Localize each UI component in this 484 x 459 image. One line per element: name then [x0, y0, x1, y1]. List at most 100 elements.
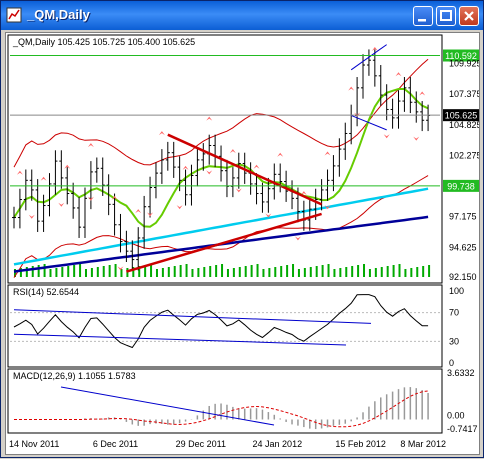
volume-bar [55, 268, 58, 277]
volume-bar [428, 265, 431, 277]
volume-bar [327, 264, 330, 277]
fractal-up-marker [182, 165, 189, 170]
fractal-up-marker [158, 131, 165, 136]
trendline-blue-top [350, 44, 387, 71]
volume-bar [37, 265, 40, 277]
fractal-up-marker [300, 191, 307, 196]
price-tick-label: 102.275 [449, 150, 479, 160]
price-bar [272, 163, 277, 200]
volume-bar [155, 269, 158, 277]
chart-window-icon [6, 7, 22, 23]
macd-tick-label: 3.6332 [447, 368, 475, 378]
fractal-down-marker [176, 205, 183, 210]
minimize-button[interactable] [413, 6, 433, 26]
price-bar [325, 169, 330, 201]
price-bar [94, 157, 99, 183]
price-bar [183, 169, 188, 206]
macd-signal-line [14, 390, 429, 428]
close-button[interactable] [459, 6, 479, 26]
title-bar[interactable]: _QM,Daily [1, 1, 483, 30]
price-bar [266, 177, 271, 213]
price-bar [384, 84, 389, 121]
price-bar [307, 198, 312, 231]
price-bar [53, 150, 58, 195]
price-bar [378, 65, 383, 106]
trendline-up-red [126, 212, 322, 273]
volume-bar [262, 269, 265, 277]
fractal-down-marker [294, 236, 301, 241]
price-bar [331, 155, 336, 192]
macd-trendline [60, 386, 275, 426]
fractal-up-marker [40, 176, 47, 181]
volume-bar [363, 264, 366, 277]
volume-bar [108, 265, 111, 277]
volume-bar [268, 268, 271, 277]
price-bar [142, 195, 147, 249]
volume-bar [96, 267, 99, 277]
price-tick-label: 94.625 [449, 242, 477, 252]
fractal-down-marker [206, 170, 213, 175]
rsi-trendline-lower [13, 333, 347, 346]
volume-bar [132, 267, 135, 277]
volume-bar [138, 266, 141, 277]
fractal-up-marker [277, 152, 284, 157]
volume-bar [374, 268, 377, 277]
volume-bar [43, 264, 46, 277]
volume-bar [167, 267, 170, 277]
price-bar [366, 49, 371, 76]
rsi-line [13, 294, 429, 349]
volume-bar [250, 265, 253, 277]
volume-bar [256, 264, 259, 277]
volume-bar [286, 265, 289, 277]
fractal-up-marker [371, 47, 378, 52]
maximize-button[interactable] [436, 6, 456, 26]
volume-bar [209, 266, 212, 277]
price-bar [59, 150, 64, 189]
price-bar [201, 143, 206, 171]
volume-bar [392, 265, 395, 277]
volume-bar [244, 266, 247, 277]
fractal-down-marker [117, 266, 124, 271]
trendline-down-red [167, 133, 323, 206]
fractal-up-marker [395, 72, 402, 77]
price-info-label: _QM,Daily 105.425 105.725 105.400 105.62… [12, 37, 195, 47]
minimize-icon [418, 19, 426, 22]
price-bar [408, 77, 413, 114]
price-bar [278, 163, 283, 193]
volume-bar [19, 268, 22, 277]
volume-bar [398, 264, 401, 277]
macd-panel[interactable] [7, 368, 443, 434]
price-bar [165, 141, 170, 171]
macd-tick-label: -0.7417 [447, 424, 478, 434]
price-bar [124, 230, 129, 262]
volume-bar [185, 264, 188, 277]
price-tick-label: 97.175 [449, 212, 477, 222]
price-bar [343, 122, 348, 160]
price-bar [236, 152, 241, 189]
fractal-up-marker [253, 164, 260, 169]
rsi-panel[interactable] [7, 284, 443, 368]
price-bar [254, 173, 259, 205]
price-tick-label: 107.375 [449, 89, 479, 99]
volume-bar [25, 267, 28, 277]
level-label-box [443, 109, 479, 122]
price-bar [47, 173, 52, 217]
price-bar [100, 157, 105, 196]
volume-bar [90, 268, 93, 277]
price-bar [29, 169, 34, 201]
price-panel[interactable] [7, 34, 443, 284]
fractal-up-marker [87, 143, 94, 148]
volume-bar [380, 267, 383, 277]
rsi-label: RSI(14) 52.6544 [13, 287, 79, 297]
chart-area[interactable]: _QM,Daily 105.425 105.725 105.400 105.62… [5, 32, 482, 455]
mid-ma-line [13, 187, 429, 266]
price-bar [77, 197, 82, 238]
volume-bar [274, 267, 277, 277]
fractal-down-marker [87, 196, 94, 201]
volume-bar [309, 267, 312, 277]
volume-bar [191, 269, 194, 277]
maximize-icon [440, 10, 452, 21]
chart-canvas[interactable]: _QM,Daily 105.425 105.725 105.400 105.62… [6, 33, 482, 454]
price-bar [260, 182, 265, 213]
fractal-up-marker [348, 86, 355, 91]
